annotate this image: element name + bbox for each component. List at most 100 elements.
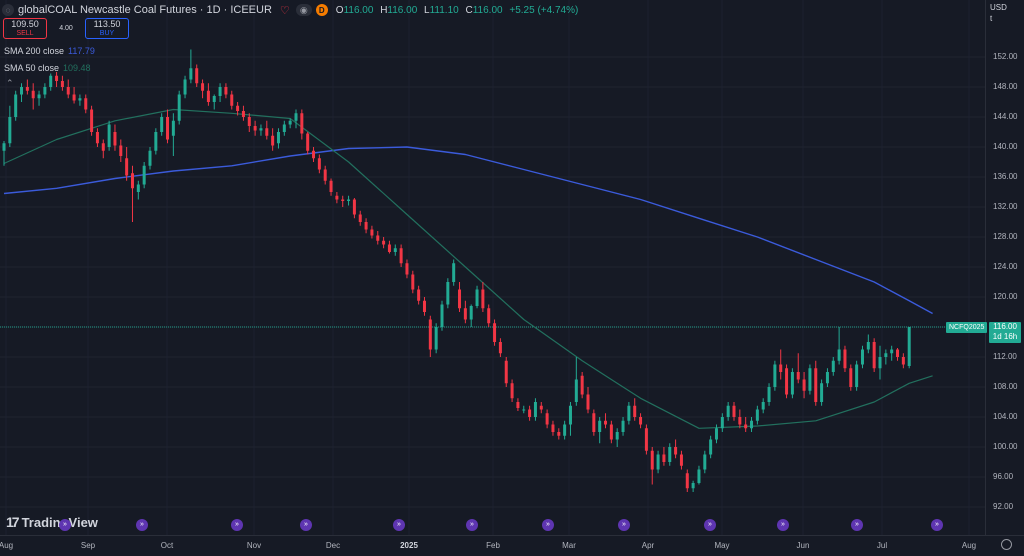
- candle: [639, 413, 643, 429]
- candle: [90, 105, 94, 136]
- symbol-title[interactable]: globalCOAL Newcastle Coal Futures · 1D ·…: [18, 4, 272, 16]
- candle-body: [504, 360, 508, 384]
- candle-body: [84, 98, 88, 110]
- candle-body: [703, 454, 707, 470]
- event-marker-icon[interactable]: »: [466, 519, 478, 531]
- candle: [37, 90, 41, 106]
- candle: [796, 353, 800, 384]
- candle-body: [241, 111, 245, 117]
- symbol-logo-icon: ◌: [2, 4, 14, 16]
- candle: [545, 409, 549, 429]
- candle-body: [901, 357, 905, 365]
- sma200-label: SMA 200 close: [4, 46, 65, 56]
- indicator-sma50[interactable]: SMA 50 close 109.48: [4, 63, 91, 73]
- collapse-chevron-icon[interactable]: ⌃: [6, 78, 14, 88]
- candle-body: [20, 87, 24, 95]
- candle: [609, 420, 613, 444]
- event-marker-icon[interactable]: »: [136, 519, 148, 531]
- ohlc-high-key: H: [380, 4, 388, 16]
- event-marker-icon[interactable]: »: [618, 519, 630, 531]
- event-marker-icon[interactable]: »: [393, 519, 405, 531]
- x-tick-label: Jul: [876, 541, 888, 550]
- candle-body: [218, 87, 222, 96]
- candle: [831, 357, 835, 376]
- candle-body: [177, 94, 181, 121]
- candle-body: [347, 199, 351, 201]
- gear-icon[interactable]: [1001, 539, 1012, 550]
- candle: [288, 118, 292, 129]
- candle: [189, 49, 193, 84]
- y-tick-label: 96.00: [993, 472, 1014, 481]
- event-marker-icon[interactable]: »: [231, 519, 243, 531]
- candle-body: [691, 483, 695, 489]
- candle: [685, 469, 689, 492]
- sell-label: SELL: [16, 29, 34, 37]
- candle-body: [627, 405, 631, 421]
- event-marker-icon[interactable]: »: [300, 519, 312, 531]
- candle: [323, 165, 327, 185]
- candle-body: [808, 368, 812, 391]
- candle-body: [37, 94, 41, 99]
- candle: [241, 105, 245, 121]
- tradingview-logo[interactable]: 17 TradingView: [6, 514, 98, 530]
- time-axis[interactable]: [0, 535, 1024, 556]
- candle: [130, 165, 134, 222]
- y-tick-label: 140.00: [993, 142, 1018, 151]
- candle: [306, 132, 310, 155]
- x-tick-label: Aug: [961, 541, 977, 550]
- event-marker-icon[interactable]: »: [542, 519, 554, 531]
- candle: [107, 120, 111, 151]
- candle-body: [761, 402, 765, 410]
- event-marker-icon[interactable]: »: [704, 519, 716, 531]
- candle: [411, 270, 415, 294]
- eye-icon[interactable]: ◉: [295, 4, 312, 16]
- last-price-label: 116.00 1d 16h: [989, 322, 1021, 343]
- candle: [750, 417, 754, 432]
- candle-body: [872, 342, 876, 369]
- candle: [866, 334, 870, 354]
- candle: [516, 398, 520, 411]
- candle: [493, 319, 497, 346]
- candle: [230, 90, 234, 110]
- candle-body: [335, 195, 339, 200]
- candle: [177, 90, 181, 125]
- chart-grid: [0, 0, 985, 535]
- candle: [790, 368, 794, 399]
- candle-body: [25, 87, 29, 91]
- candle-body: [755, 409, 759, 421]
- candle-body: [364, 222, 368, 230]
- candle-body: [49, 75, 53, 87]
- candle-body: [422, 300, 426, 312]
- candle-body: [312, 150, 316, 159]
- candle-body: [358, 214, 362, 222]
- event-marker-icon[interactable]: »: [777, 519, 789, 531]
- sell-button[interactable]: 109.50 SELL: [3, 18, 47, 39]
- event-marker-icon[interactable]: »: [931, 519, 943, 531]
- indicator-sma200[interactable]: SMA 200 close 117.79: [4, 46, 95, 56]
- y-tick-label: 104.00: [993, 412, 1018, 421]
- candle: [703, 450, 707, 474]
- candle-body: [352, 199, 356, 215]
- candle-body: [224, 87, 228, 95]
- ohlc-close-value: 116.00: [472, 4, 503, 16]
- candle: [20, 83, 24, 102]
- candle: [855, 360, 859, 391]
- candle-body: [230, 94, 234, 106]
- candle-body: [393, 248, 397, 252]
- candle-body: [709, 439, 713, 455]
- currency-selector[interactable]: USD t: [990, 2, 1007, 24]
- candle-body: [306, 133, 310, 151]
- candle: [563, 420, 567, 440]
- candle-body: [247, 117, 251, 126]
- event-marker-icon[interactable]: »: [59, 519, 71, 531]
- candle: [761, 398, 765, 414]
- sma50-line: [3, 108, 933, 429]
- y-tick-label: 152.00: [993, 52, 1018, 61]
- price-chart[interactable]: [0, 0, 985, 535]
- sma-lines: [3, 108, 933, 429]
- heart-icon[interactable]: ♡: [279, 4, 290, 17]
- buy-button[interactable]: 113.50 BUY: [85, 18, 129, 39]
- event-marker-icon[interactable]: »: [851, 519, 863, 531]
- x-tick-label: Nov: [246, 541, 262, 550]
- price-axis[interactable]: [985, 0, 1024, 535]
